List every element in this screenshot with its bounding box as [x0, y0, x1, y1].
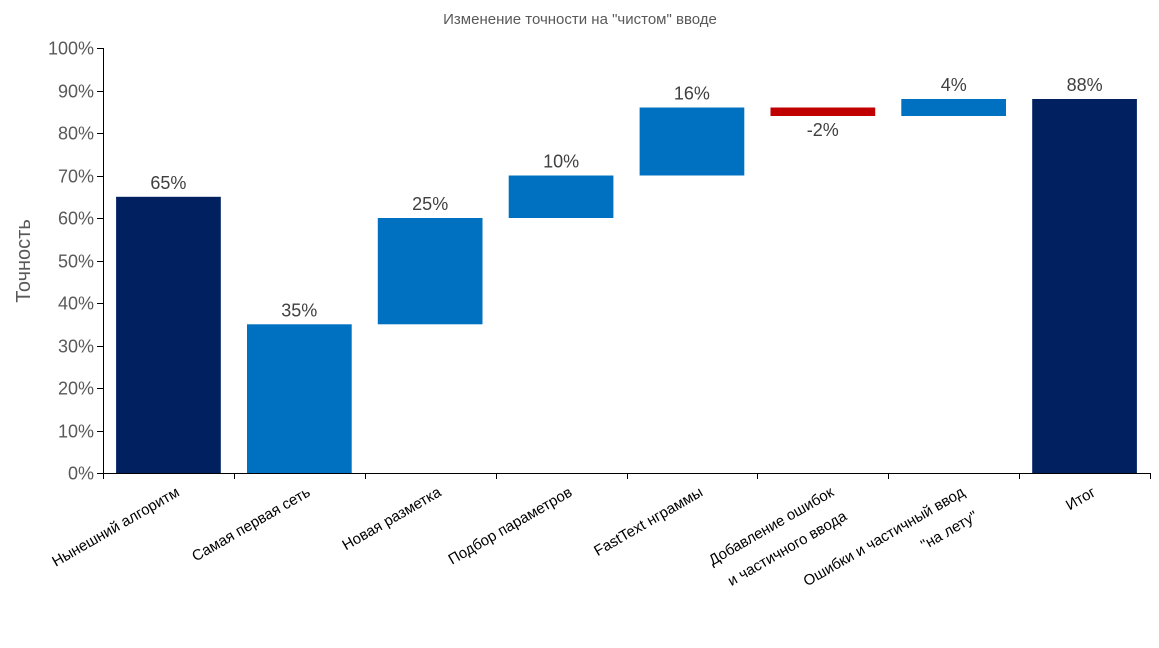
y-tick-label: 30% — [58, 337, 94, 357]
y-tick-label: 60% — [58, 209, 94, 229]
y-tick-label: 50% — [58, 252, 94, 272]
bar-data-label: 88% — [1067, 75, 1103, 95]
y-axis-label: Точность — [13, 219, 35, 303]
bar-data-label: 25% — [412, 194, 448, 214]
bar-data-label: 65% — [150, 173, 186, 193]
y-axis-ticks: 0% 10% 20% 30% 40% 50% 60% 70% 80% 90% 100% — [48, 39, 103, 484]
x-category-label: Итог — [1063, 483, 1099, 514]
y-tick-label: 100% — [48, 39, 94, 59]
bar-total — [116, 196, 221, 474]
y-tick-label: 80% — [58, 124, 94, 144]
y-tick-label: 20% — [58, 379, 94, 399]
x-category-label: FastText нграммы — [591, 484, 706, 560]
bar-data-label: 10% — [543, 152, 579, 172]
x-category-label: Новая разметка — [339, 483, 444, 554]
bars-group — [116, 99, 1137, 474]
x-category-label: Самая первая сеть — [189, 484, 313, 566]
y-tick-label: 0% — [68, 464, 94, 484]
bar-increase — [377, 218, 483, 325]
chart-title: Изменение точности на "чистом" вводе — [443, 11, 717, 28]
bar-increase — [247, 324, 352, 474]
bar-data-label: 16% — [674, 84, 710, 104]
y-tick-label: 40% — [58, 294, 94, 314]
x-category-label: Подбор параметров — [446, 484, 576, 569]
y-tick-label: 10% — [58, 422, 94, 442]
x-axis-ticks: Нынешний алгоритм Самая первая сеть Новая … — [49, 473, 1151, 590]
bar-increase — [508, 175, 614, 218]
bar-data-label: -2% — [807, 120, 839, 140]
bar-data-label: 35% — [281, 300, 317, 320]
bar-total — [1032, 99, 1137, 473]
y-tick-label: 70% — [58, 167, 94, 187]
bar-data-label: 4% — [941, 75, 967, 95]
data-labels-group: 65% 35% 25% 10% 16% -2% 4% 88% — [150, 75, 1102, 320]
bar-decrease — [770, 107, 876, 116]
bar-increase — [639, 107, 745, 176]
y-tick-label: 90% — [58, 82, 94, 102]
x-category-label: Нынешний алгоритм — [49, 484, 182, 571]
bar-increase — [901, 99, 1006, 116]
